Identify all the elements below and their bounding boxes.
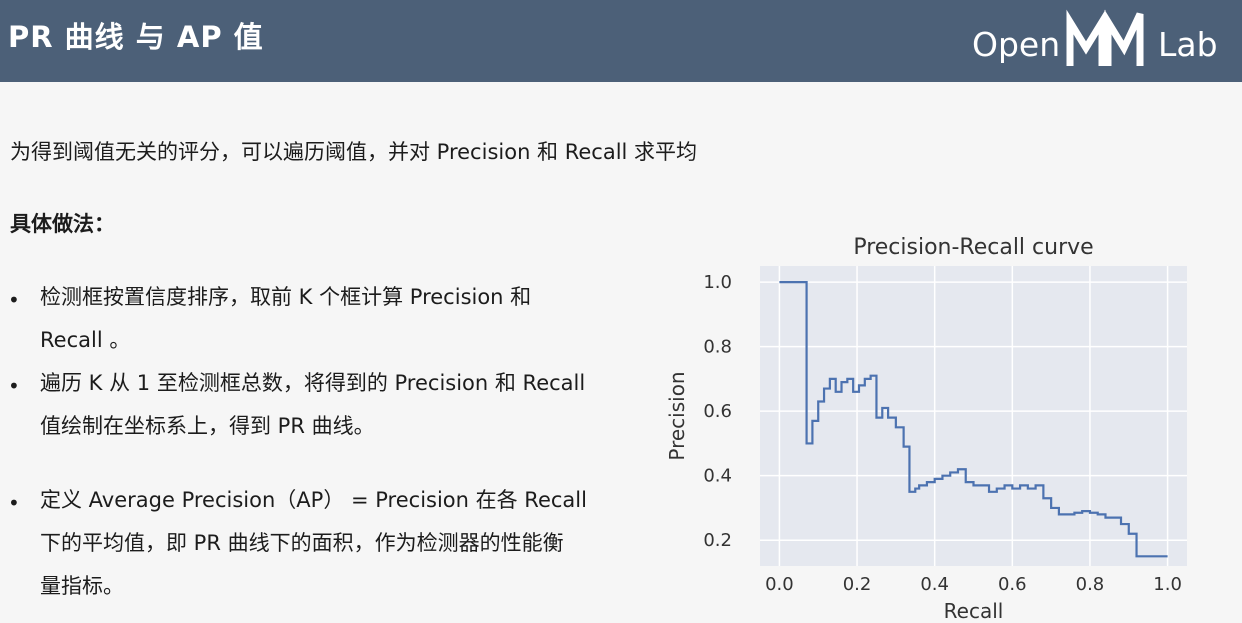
y-tick-label: 0.2 <box>703 530 732 551</box>
x-tick-label: 0.6 <box>998 574 1027 595</box>
logo-text-open: Open <box>972 25 1061 64</box>
bullet-2: 遍历 K 从 1 至检测框总数，将得到的 Precision 和 Recall … <box>40 362 660 448</box>
logo-text-lab: Lab <box>1158 25 1218 64</box>
bullet-3: 定义 Average Precision（AP） = Precision 在各 … <box>40 479 660 608</box>
y-tick-label: 1.0 <box>703 272 732 293</box>
x-axis-label: Recall <box>944 599 1004 620</box>
x-tick-label: 0.8 <box>1076 574 1105 595</box>
bullet-3-line-2: 下的平均值，即 PR 曲线下的面积，作为检测器的性能衡 <box>40 531 564 555</box>
bullet-2-line-2: 值绘制在坐标系上，得到 PR 曲线。 <box>40 414 375 438</box>
y-tick-label: 0.8 <box>703 337 732 358</box>
y-tick-label: 0.6 <box>703 401 732 422</box>
plot-area <box>760 266 1187 566</box>
bullet-dot: • <box>8 288 20 312</box>
bullet-1: 检测框按置信度排序，取前 K 个框计算 Precision 和 Recall 。 <box>40 276 660 362</box>
bullet-3-line-1: 定义 Average Precision（AP） = Precision 在各 … <box>40 488 587 512</box>
bullet-3-line-3: 量指标。 <box>40 574 124 598</box>
pr-curve-chart: 0.0 0.2 0.4 0.6 0.8 1.0 0.2 0.4 0.6 0.8 1.0 Precisi… <box>665 235 1187 620</box>
bullet-1-line-2: Recall 。 <box>40 328 131 352</box>
slide-title: PR 曲线 与 AP 值 <box>8 20 264 54</box>
openmmlab-logo: Open Lab <box>972 9 1238 66</box>
y-axis-label: Precision <box>665 371 689 460</box>
logo-mm-icon <box>1066 9 1144 66</box>
y-tick-label: 0.4 <box>703 466 732 487</box>
x-tick-label: 1.0 <box>1153 574 1182 595</box>
x-tick-label: 0.0 <box>765 574 794 595</box>
method-heading: 具体做法： <box>10 212 115 236</box>
x-tick-label: 0.4 <box>920 574 949 595</box>
intro-text: 为得到阈值无关的评分，可以遍历阈值，并对 Precision 和 Recall … <box>10 140 698 164</box>
bullet-1-line-1: 检测框按置信度排序，取前 K 个框计算 Precision 和 <box>40 285 532 309</box>
chart-title: Precision-Recall curve <box>853 235 1093 260</box>
x-tick-label: 0.2 <box>843 574 872 595</box>
bullet-2-line-1: 遍历 K 从 1 至检测框总数，将得到的 Precision 和 Recall <box>40 371 586 395</box>
bullet-dot: • <box>8 374 20 398</box>
slide-header: PR 曲线 与 AP 值 Open Lab <box>0 0 1242 82</box>
pr-series-line <box>779 281 1168 558</box>
bullet-dot: • <box>8 491 20 515</box>
